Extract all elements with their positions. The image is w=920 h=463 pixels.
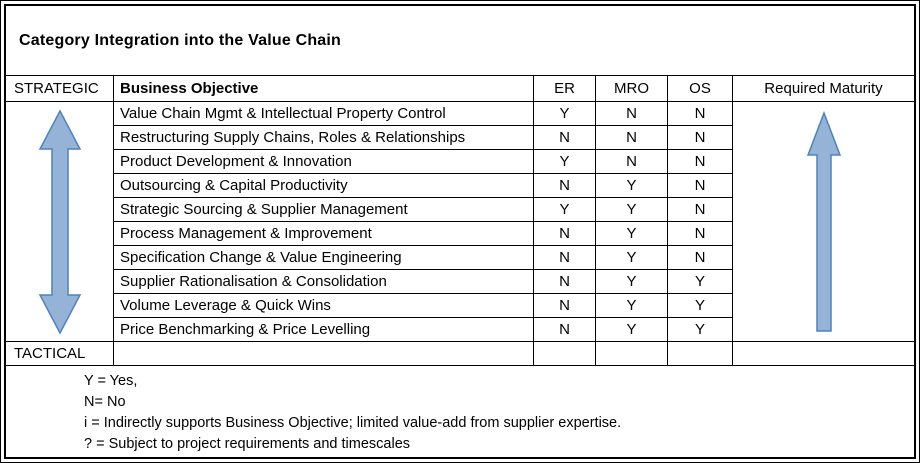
column-header-os: OS bbox=[668, 76, 733, 102]
objective-cell: Strategic Sourcing & Supplier Management bbox=[114, 198, 534, 222]
mro-value-cell: N bbox=[596, 150, 668, 174]
er-value-cell: N bbox=[534, 222, 596, 246]
objective-cell: Restructuring Supply Chains, Roles & Rel… bbox=[114, 126, 534, 150]
objective-cell: Volume Leverage & Quick Wins bbox=[114, 294, 534, 318]
required-maturity-cell bbox=[733, 102, 914, 342]
column-header-mro: MRO bbox=[596, 76, 668, 102]
os-value-cell: N bbox=[668, 174, 733, 198]
empty-cell bbox=[114, 342, 534, 366]
objective-cell: Specification Change & Value Engineering bbox=[114, 246, 534, 270]
er-value-cell: N bbox=[534, 126, 596, 150]
er-value-cell: N bbox=[534, 318, 596, 342]
up-arrow-icon bbox=[806, 110, 841, 332]
column-header-business-objective: Business Objective bbox=[114, 76, 534, 102]
er-value-cell: Y bbox=[534, 150, 596, 174]
mro-value-cell: Y bbox=[596, 222, 668, 246]
axis-label-strategic: STRATEGIC bbox=[6, 76, 114, 102]
mro-value-cell: Y bbox=[596, 270, 668, 294]
er-value-cell: N bbox=[534, 174, 596, 198]
er-value-cell: Y bbox=[534, 102, 596, 126]
er-value-cell: N bbox=[534, 246, 596, 270]
empty-cell bbox=[596, 342, 668, 366]
page-title: Category Integration into the Value Chai… bbox=[19, 31, 342, 49]
os-value-cell: N bbox=[668, 222, 733, 246]
figure-inner-border: Category Integration into the Value Chai… bbox=[4, 4, 916, 459]
os-value-cell: N bbox=[668, 150, 733, 174]
axis-label-tactical: TACTICAL bbox=[6, 342, 114, 366]
mro-value-cell: Y bbox=[596, 198, 668, 222]
er-value-cell: N bbox=[534, 270, 596, 294]
empty-cell bbox=[534, 342, 596, 366]
double-headed-arrow-icon bbox=[38, 108, 81, 335]
os-value-cell: Y bbox=[668, 318, 733, 342]
mro-value-cell: Y bbox=[596, 294, 668, 318]
mro-value-cell: Y bbox=[596, 246, 668, 270]
er-value-cell: N bbox=[534, 294, 596, 318]
legend-line-no: N= No bbox=[84, 394, 126, 410]
legend-line-subject: ? = Subject to project requirements and … bbox=[84, 436, 411, 452]
os-value-cell: N bbox=[668, 198, 733, 222]
title-bar: Category Integration into the Value Chai… bbox=[6, 6, 914, 76]
objective-cell: Value Chain Mgmt & Intellectual Property… bbox=[114, 102, 534, 126]
empty-cell bbox=[733, 342, 914, 366]
mro-value-cell: Y bbox=[596, 174, 668, 198]
os-value-cell: N bbox=[668, 246, 733, 270]
legend-line-indirect: i = Indirectly supports Business Objecti… bbox=[84, 415, 622, 431]
er-value-cell: Y bbox=[534, 198, 596, 222]
legend: Y = Yes, N= No i = Indirectly supports B… bbox=[6, 366, 914, 457]
os-value-cell: N bbox=[668, 126, 733, 150]
mro-value-cell: N bbox=[596, 126, 668, 150]
os-value-cell: Y bbox=[668, 270, 733, 294]
legend-line-yes: Y = Yes, bbox=[84, 373, 138, 389]
objective-cell: Process Management & Improvement bbox=[114, 222, 534, 246]
objective-cell: Outsourcing & Capital Productivity bbox=[114, 174, 534, 198]
os-value-cell: Y bbox=[668, 294, 733, 318]
column-header-required-maturity: Required Maturity bbox=[733, 76, 914, 102]
objective-cell: Price Benchmarking & Price Levelling bbox=[114, 318, 534, 342]
strategic-tactical-axis-cell bbox=[6, 102, 114, 342]
objective-cell: Product Development & Innovation bbox=[114, 150, 534, 174]
os-value-cell: N bbox=[668, 102, 733, 126]
column-header-er: ER bbox=[534, 76, 596, 102]
mro-value-cell: N bbox=[596, 102, 668, 126]
objective-cell: Supplier Rationalisation & Consolidation bbox=[114, 270, 534, 294]
mro-value-cell: Y bbox=[596, 318, 668, 342]
value-chain-table: STRATEGIC Business Objective ER MRO OS R… bbox=[6, 76, 914, 366]
empty-cell bbox=[668, 342, 733, 366]
